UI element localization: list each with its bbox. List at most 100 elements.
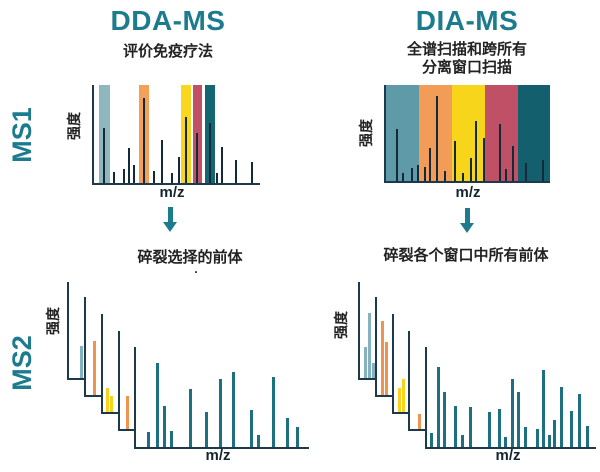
spectrum-peak (185, 117, 187, 183)
fragment-peak (364, 347, 367, 378)
spectrum-peak (499, 124, 501, 181)
spectrum-peak (216, 173, 218, 183)
dda-ms2-cascade-panel (101, 314, 120, 414)
dda-caption: 碎裂选择的前体 (137, 249, 243, 266)
spectrum-peak (123, 169, 125, 183)
spectrum-peak (113, 172, 115, 183)
spectrum-peak (525, 163, 527, 181)
fragment-peak (586, 426, 589, 447)
dia-ms2-cascade-panel (425, 347, 596, 449)
fragment-peak (296, 427, 299, 447)
spectrum-peak (411, 168, 413, 181)
spectrum-peak (512, 146, 514, 181)
spectrum-peak (470, 158, 472, 181)
spectrum-peak (143, 98, 145, 183)
dia-subtitle-line2: 分离窗口扫描 (421, 59, 512, 76)
fragment-peak (437, 367, 440, 447)
arrow-head-icon (460, 223, 474, 233)
fragment-peak (93, 341, 96, 395)
spectrum-peak (462, 173, 464, 181)
dda-ms2-cascade-panel (84, 297, 103, 397)
fragment-peak (156, 363, 159, 447)
ms1-row-label: MS1 (7, 107, 37, 163)
down-arrow-dda (163, 207, 177, 232)
dia-title: DIA-MS (415, 5, 519, 36)
fragment-peak (430, 433, 433, 447)
dda-subtitle: 评价免疫疗法 (122, 43, 213, 60)
dia-caption: 碎裂各个窗口中所有前体 (383, 247, 549, 264)
dda-ms2-intensity-label: 强度 (45, 307, 61, 335)
fragment-peak (250, 410, 253, 447)
dia-ms2-cascade-panel (375, 297, 394, 397)
fragment-peak (524, 427, 527, 447)
spectrum-peak (178, 157, 180, 183)
dda-ms2-cascade-panel (67, 282, 86, 380)
dda-ms2-cascade-panel (118, 331, 136, 431)
fragment-peak (461, 435, 464, 447)
fragment-peak (232, 372, 235, 447)
dia-ms1-intensity-label: 强度 (358, 119, 374, 147)
spectrum-peak (171, 173, 173, 183)
arrow-shaft (464, 208, 470, 223)
fragment-peak (536, 429, 539, 447)
fragment-peak (163, 406, 166, 447)
dia-ms1-chart (384, 85, 550, 183)
fragment-peak (106, 388, 109, 412)
fragment-peak (469, 407, 472, 447)
spectrum-peak (161, 140, 163, 183)
isolation-window-band (386, 85, 419, 181)
ms2-row-label: MS2 (7, 335, 37, 391)
isolation-window-band (419, 85, 452, 181)
dda-ms2-cascade-panel (134, 347, 309, 449)
spectrum-peak (103, 128, 105, 183)
fragment-peak (126, 396, 129, 429)
fragment-peak (189, 389, 192, 447)
dda-ms1-intensity-label: 强度 (66, 112, 82, 140)
fragment-peak (286, 418, 289, 447)
spectrum-peak (505, 169, 507, 181)
spectrum-peak (235, 160, 237, 183)
fragment-peak (402, 379, 405, 412)
spectrum-peak (424, 167, 426, 181)
spectrum-peak (429, 148, 431, 181)
spectrum-peak (417, 165, 419, 181)
fragment-peak (454, 406, 457, 447)
fragment-peak (372, 363, 375, 378)
fragment-peak (368, 313, 371, 378)
fragment-peak (542, 370, 545, 447)
spectrum-peak (153, 171, 155, 183)
spectrum-peak (475, 121, 477, 181)
fragment-peak (511, 379, 514, 447)
dia-ms2-cascade-panel (408, 331, 427, 431)
spectrum-peak (454, 141, 456, 181)
dda-caption-note: . (194, 262, 198, 276)
fragment-peak (560, 387, 563, 447)
spectrum-peak (196, 133, 198, 183)
fragment-peak (80, 346, 83, 378)
dia-ms2-mz-label: m/z (495, 447, 521, 464)
spectrum-peak (251, 162, 253, 183)
spectrum-peak (444, 171, 446, 181)
fragment-peak (257, 435, 260, 447)
fragment-peak (110, 396, 113, 412)
dda-ms2-mz-label: m/z (205, 447, 231, 464)
fragment-peak (578, 394, 581, 447)
fragment-peak (381, 321, 384, 395)
dda-ms1-mz-label: m/z (159, 184, 185, 201)
fragment-peak (219, 379, 222, 447)
fragment-peak (498, 409, 501, 447)
fragment-peak (272, 377, 275, 447)
dda-title: DDA-MS (110, 5, 226, 36)
isolation-window-band (452, 85, 485, 181)
spectrum-peak (396, 129, 398, 181)
arrow-shaft (167, 207, 173, 222)
isolation-window-band (518, 85, 550, 181)
fragment-peak (385, 342, 388, 395)
spectrum-peak (133, 165, 135, 183)
fragment-peak (170, 431, 173, 447)
fragment-peak (504, 437, 507, 447)
spectrum-peak (542, 160, 544, 181)
spectrum-peak (209, 123, 211, 183)
fragment-peak (553, 420, 556, 447)
